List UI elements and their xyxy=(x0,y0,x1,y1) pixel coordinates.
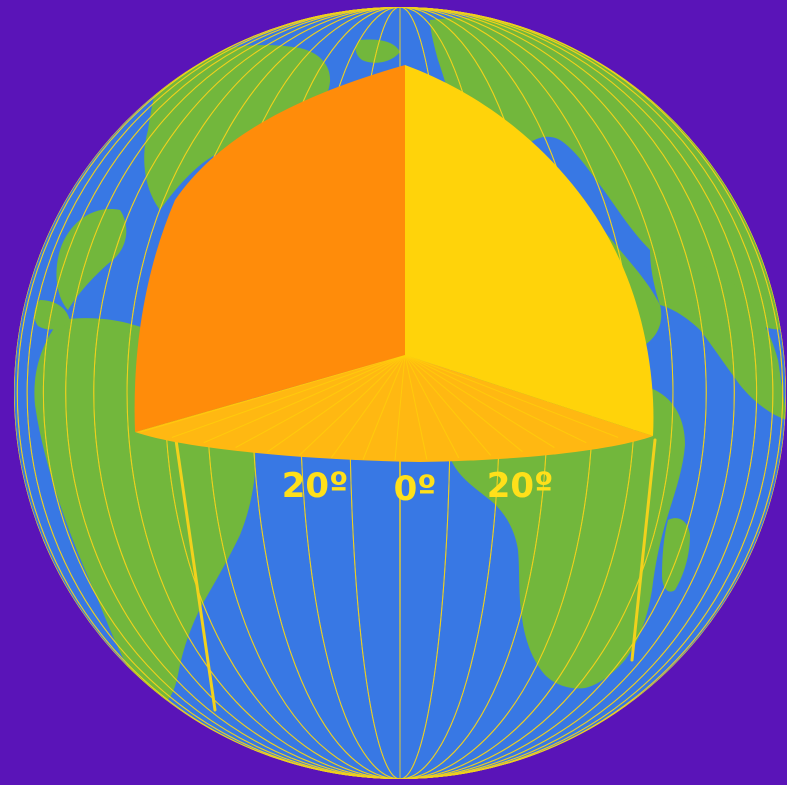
land-arctic-islands xyxy=(355,39,400,63)
meridian-line xyxy=(126,7,674,779)
wedge-ray xyxy=(404,354,460,459)
degree-label-20-west: 20º xyxy=(282,466,349,506)
meridian-20-west xyxy=(174,438,217,712)
land-middle-east xyxy=(650,250,786,420)
land-central-america xyxy=(34,300,70,330)
degree-label-0: 0º xyxy=(394,469,437,509)
wedge-ray xyxy=(267,354,406,453)
meridian-line xyxy=(26,7,774,779)
meridian-line xyxy=(65,7,735,779)
meridian-line xyxy=(16,7,784,779)
wedge-ray xyxy=(404,354,428,460)
meridian-line xyxy=(42,7,758,779)
wedge-ray xyxy=(404,354,492,456)
degree-label-20-east: 20º xyxy=(487,466,554,506)
wedge-equatorial-face xyxy=(135,355,653,462)
wedge-ray xyxy=(203,354,406,444)
wedge-left-face xyxy=(134,65,405,432)
land-greenland xyxy=(144,44,331,211)
wedge-ray xyxy=(235,354,406,448)
wedge-ray xyxy=(171,354,406,438)
land-canada-arctic xyxy=(56,209,127,310)
wedge-ray xyxy=(362,354,406,460)
meridian-line xyxy=(93,7,707,779)
cutaway-wedge xyxy=(134,65,654,462)
land-madagascar xyxy=(662,518,690,592)
wedge-ray xyxy=(404,354,523,453)
wedge-ray xyxy=(299,354,406,456)
wedge-meridian-rays xyxy=(139,354,651,461)
wedge-right-face xyxy=(405,65,654,436)
meridian-20-east xyxy=(630,438,657,662)
wedge-ray xyxy=(404,354,587,444)
wedge-ray xyxy=(404,354,619,438)
wedge-ray xyxy=(330,354,406,459)
wedge-ray xyxy=(394,354,406,461)
wedge-ray xyxy=(139,354,406,433)
wedge-ray xyxy=(404,354,555,448)
